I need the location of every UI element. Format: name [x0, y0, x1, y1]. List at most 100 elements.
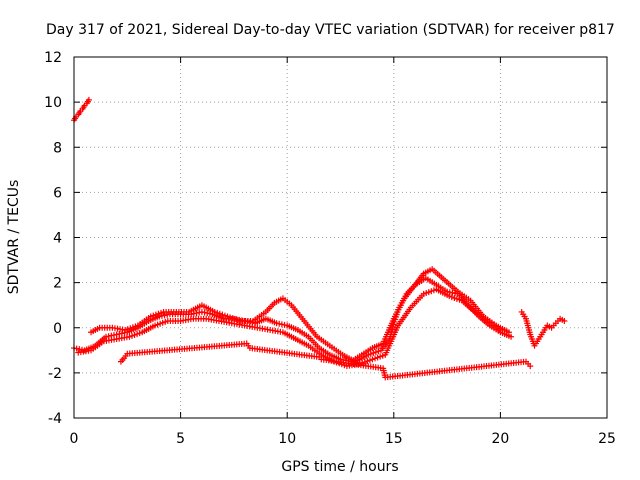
data-point-fill: [175, 317, 182, 324]
data-point-fill: [94, 325, 101, 332]
data-point-fill: [366, 357, 373, 364]
data-point-fill: [465, 296, 472, 303]
data-point-fill: [245, 342, 252, 349]
series-isolated-segments: [117, 340, 534, 381]
data-point-fill: [76, 109, 83, 116]
data-point-fill: [251, 324, 258, 331]
data-point-fill: [84, 98, 91, 105]
data-point-fill: [394, 309, 401, 316]
data-point-fill: [111, 336, 118, 343]
data-point-fill: [440, 275, 447, 282]
data-point-fill: [145, 314, 152, 321]
data-point-fill: [444, 292, 451, 299]
y-tick-label: -2: [48, 366, 62, 382]
data-point-fill: [554, 317, 561, 324]
data-point-fill: [546, 323, 553, 330]
data-point-fill: [526, 329, 533, 336]
x-tick-label: 15: [385, 431, 403, 447]
data-point-fill: [410, 283, 417, 290]
data-point-fill: [363, 352, 370, 359]
data-point-fill: [264, 326, 271, 333]
data-point-fill: [281, 321, 288, 328]
data-point-fill: [402, 293, 409, 300]
data-point-fill: [312, 331, 319, 338]
y-tick-label: 4: [53, 231, 62, 247]
data-point-fill: [303, 332, 310, 339]
data-point-fill: [542, 324, 549, 331]
data-point-fill: [122, 352, 129, 359]
data-points: [71, 96, 568, 381]
series-late-segment: [518, 308, 568, 349]
data-point-fill: [226, 319, 233, 326]
data-point-fill: [269, 301, 276, 308]
data-point-fill: [271, 319, 278, 326]
data-point: [527, 363, 534, 370]
data-point-fill: [495, 325, 502, 332]
data-point-fill: [418, 292, 425, 299]
data-point-fill: [377, 365, 384, 372]
data-point-fill: [534, 338, 541, 345]
data-point-fill: [290, 334, 297, 341]
data-point-fill: [538, 331, 545, 338]
data-point-fill: [170, 308, 177, 315]
data-point-fill: [149, 323, 156, 330]
data-point-fill: [521, 313, 528, 320]
data-point-fill: [247, 317, 254, 324]
data-point-fill: [119, 326, 126, 333]
data-point-fill: [164, 311, 171, 318]
data-point-fill: [431, 280, 438, 287]
data-point-fill: [550, 322, 557, 329]
data-point-fill: [221, 312, 228, 319]
ticks: 0 5 10 15 20 25 -4 -2 0 2 4 6 8 10 12: [44, 50, 616, 447]
data-point-fill: [503, 328, 510, 335]
data-point-fill: [482, 316, 489, 323]
data-point-fill: [406, 306, 413, 313]
y-tick-label: 10: [44, 95, 62, 111]
data-point-fill: [286, 300, 293, 307]
data-point-fill: [196, 309, 203, 316]
x-tick-label: 0: [70, 431, 79, 447]
data-point-fill: [337, 350, 344, 357]
y-tick-label: 2: [53, 276, 62, 292]
series-lower-branch: [75, 286, 504, 370]
data-point-fill: [132, 323, 139, 330]
data-point-fill: [119, 356, 126, 363]
data-point-fill: [239, 322, 246, 329]
data-point-fill: [234, 317, 241, 324]
data-point-fill: [456, 296, 463, 303]
y-tick-label: 0: [53, 321, 62, 337]
x-tick-label: 5: [176, 431, 185, 447]
data-point-fill: [303, 341, 310, 348]
data-point-fill: [209, 307, 216, 314]
data-point-fill: [419, 272, 426, 279]
data-point-fill: [324, 341, 331, 348]
data-point-fill: [72, 115, 79, 122]
data-point-fill: [452, 287, 459, 294]
data-point-fill: [292, 326, 299, 333]
y-axis-label: SDTVAR / TECUs: [6, 180, 22, 295]
y-tick-label: -4: [48, 411, 62, 427]
y-tick-label: 12: [44, 50, 62, 66]
data-point-fill: [260, 310, 267, 317]
data-point-fill: [187, 316, 194, 323]
data-point-fill: [314, 343, 321, 350]
data-point-fill: [123, 334, 130, 341]
data-point-fill: [213, 317, 220, 324]
data-point-fill: [183, 308, 190, 315]
grid: [74, 57, 607, 418]
data-point-fill: [381, 372, 388, 379]
x-tick-label: 25: [598, 431, 616, 447]
data-point-fill: [162, 318, 169, 325]
data-point-fill: [299, 316, 306, 323]
data-point-fill: [559, 316, 566, 323]
data-point-fill: [80, 104, 87, 111]
data-point-fill: [520, 358, 527, 365]
data-point-fill: [277, 328, 284, 335]
plot-frame: [73, 56, 608, 419]
x-tick-label: 20: [491, 431, 509, 447]
y-tick-label: 8: [53, 140, 62, 156]
data-point-fill: [394, 324, 401, 331]
data-point-fill: [241, 340, 248, 347]
